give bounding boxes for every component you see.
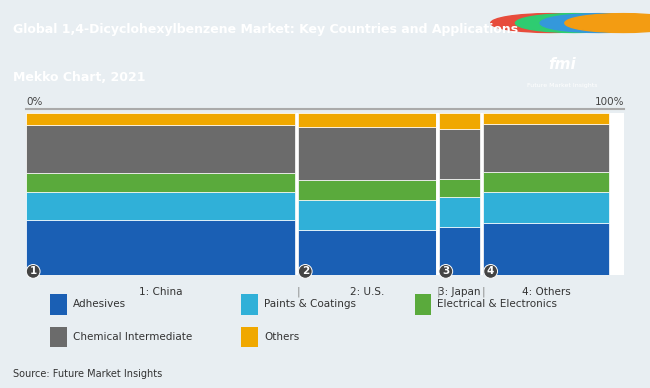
Text: 2: U.S.: 2: U.S. bbox=[350, 287, 384, 297]
Bar bbox=[484, 172, 609, 192]
Bar bbox=[26, 220, 295, 275]
Bar bbox=[439, 113, 480, 129]
Bar bbox=[439, 129, 480, 178]
Bar bbox=[298, 200, 436, 230]
Text: 3: Japan: 3: Japan bbox=[438, 287, 481, 297]
Bar bbox=[298, 127, 436, 180]
Text: Source: Future Market Insights: Source: Future Market Insights bbox=[13, 369, 162, 379]
Bar bbox=[415, 294, 432, 315]
Bar bbox=[484, 192, 609, 223]
Bar bbox=[50, 327, 67, 348]
Bar bbox=[484, 113, 609, 124]
Bar bbox=[298, 113, 436, 127]
Text: |: | bbox=[437, 287, 441, 297]
Bar bbox=[439, 197, 480, 227]
Text: |: | bbox=[482, 287, 486, 297]
Text: 1: 1 bbox=[29, 267, 37, 276]
Bar bbox=[241, 294, 258, 315]
Text: 100%: 100% bbox=[595, 97, 624, 107]
Bar bbox=[50, 294, 67, 315]
Bar bbox=[241, 327, 258, 348]
Text: Chemical Intermediate: Chemical Intermediate bbox=[73, 332, 192, 342]
Bar bbox=[26, 125, 295, 173]
Text: 2: 2 bbox=[302, 267, 309, 276]
Bar bbox=[26, 192, 295, 220]
Text: 4: Others: 4: Others bbox=[522, 287, 571, 297]
Bar bbox=[484, 223, 609, 275]
Bar bbox=[484, 124, 609, 172]
Bar bbox=[26, 113, 295, 125]
Circle shape bbox=[565, 14, 650, 33]
Text: Electrical & Electronics: Electrical & Electronics bbox=[437, 299, 558, 309]
Text: Others: Others bbox=[264, 332, 299, 342]
Text: Future Market Insights: Future Market Insights bbox=[527, 83, 597, 88]
Text: Adhesives: Adhesives bbox=[73, 299, 125, 309]
Bar bbox=[298, 180, 436, 200]
Bar bbox=[439, 178, 480, 197]
Text: 0%: 0% bbox=[26, 97, 42, 107]
Bar bbox=[26, 173, 295, 192]
Text: fmi: fmi bbox=[549, 57, 576, 73]
Text: Paints & Coatings: Paints & Coatings bbox=[264, 299, 356, 309]
Bar bbox=[439, 227, 480, 275]
Text: |: | bbox=[296, 287, 300, 297]
Text: Mekko Chart, 2021: Mekko Chart, 2021 bbox=[13, 71, 146, 84]
Text: 3: 3 bbox=[442, 267, 449, 276]
Text: 4: 4 bbox=[487, 267, 495, 276]
Circle shape bbox=[540, 14, 650, 33]
Text: 1: China: 1: China bbox=[139, 287, 182, 297]
Circle shape bbox=[491, 14, 608, 33]
Circle shape bbox=[515, 14, 632, 33]
Bar bbox=[298, 230, 436, 275]
Text: Global 1,4-Dicyclohexylbenzene Market: Key Countries and Applications: Global 1,4-Dicyclohexylbenzene Market: K… bbox=[13, 23, 518, 36]
